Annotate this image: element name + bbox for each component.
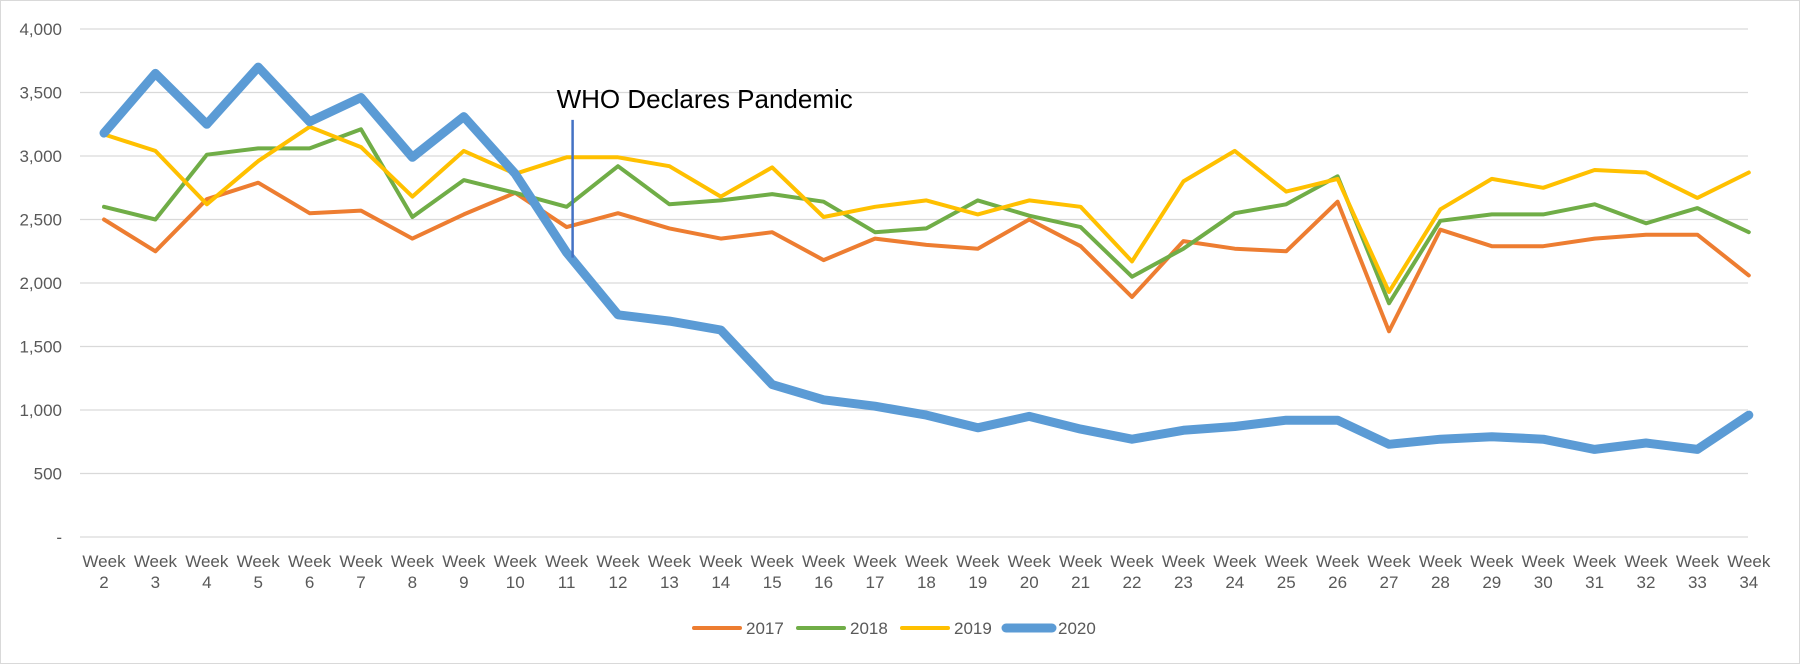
x-tick-label: Week 13 (648, 552, 692, 592)
y-tick-label: 1,500 (19, 338, 62, 357)
series-line-2019 (102, 124, 1751, 294)
x-tick-label: Week 16 (802, 552, 846, 592)
annotation-label: WHO Declares Pandemic (557, 84, 853, 114)
x-tick-label: Week 6 (288, 552, 332, 592)
x-tick-label: Week 25 (1265, 552, 1309, 592)
x-tick-label: Week 26 (1316, 552, 1360, 592)
x-tick-label: Week 11 (545, 552, 589, 592)
legend-label-2018: 2018 (850, 619, 888, 638)
series-lines (99, 62, 1754, 454)
y-tick-label: - (56, 528, 62, 547)
x-tick-label: Week 31 (1573, 552, 1617, 592)
x-tick-label: Week 12 (596, 552, 640, 592)
x-tick-label: Week 3 (134, 552, 178, 592)
x-tick-label: Week 9 (442, 552, 486, 592)
x-tick-label: Week 17 (853, 552, 897, 592)
y-tick-label: 1,000 (19, 401, 62, 420)
y-tick-label: 500 (34, 465, 62, 484)
x-tick-label: Week 10 (494, 552, 538, 592)
x-tick-label: Week 29 (1470, 552, 1514, 592)
gridlines (80, 28, 1748, 538)
series-line-2017 (102, 180, 1751, 334)
legend-label-2019: 2019 (954, 619, 992, 638)
legend-label-2020: 2020 (1058, 619, 1096, 638)
y-tick-label: 2,500 (19, 211, 62, 230)
y-tick-label: 3,000 (19, 147, 62, 166)
x-tick-label: Week 24 (1213, 552, 1257, 592)
y-tick-label: 2,000 (19, 274, 62, 293)
x-tick-label: Week 33 (1676, 552, 1720, 592)
x-tick-label: Week 30 (1522, 552, 1566, 592)
series-line-2018 (102, 127, 1751, 306)
series-line-2020 (99, 62, 1754, 454)
x-tick-label: Week 32 (1624, 552, 1668, 592)
x-tick-label: Week 28 (1419, 552, 1463, 592)
x-tick-label: Week 4 (185, 552, 229, 592)
annotations: WHO Declares Pandemic (557, 84, 853, 258)
x-tick-label: Week 20 (1008, 552, 1052, 592)
legend: 2017 2018 2019 2020 (692, 619, 1096, 638)
x-tick-label: Week 19 (956, 552, 1000, 592)
x-tick-label: Week 8 (391, 552, 435, 592)
y-tick-label: 4,000 (19, 20, 62, 39)
x-tick-label: Week 18 (905, 552, 949, 592)
x-tick-label: Week 23 (1162, 552, 1206, 592)
x-tick-label: Week 5 (237, 552, 281, 592)
x-tick-label: Week 27 (1367, 552, 1411, 592)
y-tick-label: 3,500 (19, 84, 62, 103)
x-tick-label: Week 2 (82, 552, 126, 592)
x-tick-label: Week 15 (751, 552, 795, 592)
x-tick-label: Week 34 (1727, 552, 1771, 592)
x-tick-label: Week 7 (339, 552, 383, 592)
legend-label-2017: 2017 (746, 619, 784, 638)
x-tick-label: Week 14 (699, 552, 743, 592)
x-tick-label: Week 21 (1059, 552, 1103, 592)
x-tick-label: Week 22 (1110, 552, 1154, 592)
y-axis-ticks: - 500 1,000 1,500 2,000 2,500 3,000 3,500 4,000 (19, 20, 62, 547)
